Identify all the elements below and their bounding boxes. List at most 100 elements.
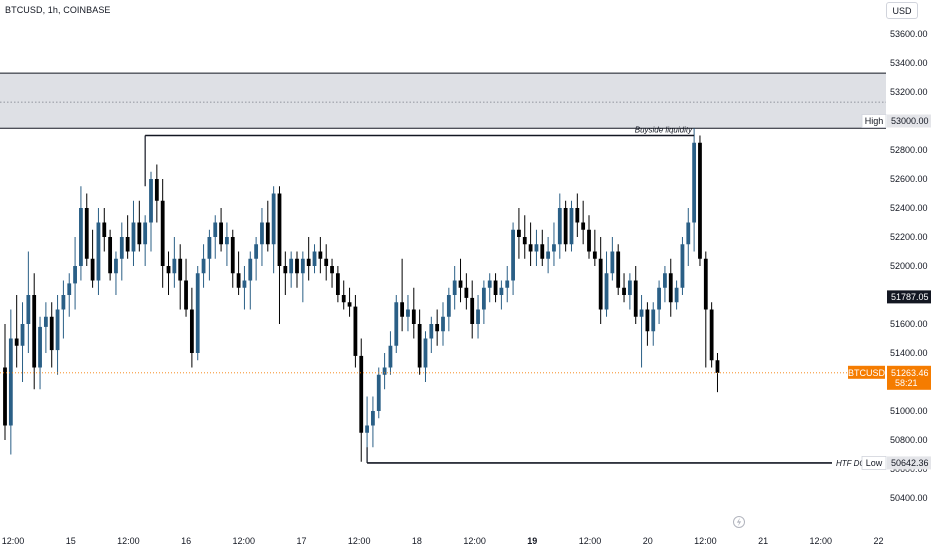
candle-body <box>137 222 142 245</box>
candle-body <box>423 338 428 368</box>
candle-body <box>102 222 107 237</box>
x-tick-label: 12:00 <box>463 536 486 546</box>
candle-body <box>481 287 486 310</box>
candle-body <box>446 295 451 317</box>
candle-body <box>587 229 591 252</box>
candle-body <box>592 251 597 259</box>
candle-body <box>371 411 375 426</box>
candle-body <box>8 338 13 426</box>
candle-body <box>517 229 521 237</box>
candle-body <box>61 295 66 310</box>
y-tick-label: 50400.00 <box>890 493 928 503</box>
candle-body <box>236 273 241 288</box>
candles <box>3 128 720 462</box>
candle-body <box>499 287 504 295</box>
candle-body <box>271 193 276 245</box>
x-tick-label: 17 <box>296 536 306 546</box>
candle-body <box>668 273 673 303</box>
candle-body <box>703 258 708 310</box>
candle-body <box>49 316 54 351</box>
candle-body <box>511 229 515 281</box>
candle-body <box>79 208 83 266</box>
candle-body <box>680 244 685 288</box>
time-axis[interactable]: 12:00 15 12:00 16 12:00 17 12:00 18 12:00 19 12:00… <box>2 536 884 546</box>
candle-body <box>552 244 556 252</box>
candle-body <box>557 208 562 245</box>
candle-body <box>172 258 177 274</box>
candle-body <box>505 280 510 288</box>
candle-body <box>178 258 183 281</box>
htf-label: HTF DOL <box>836 459 870 468</box>
price-axis[interactable]: 50400.0050600.0050800.0051000.0051200.00… <box>890 29 928 503</box>
tradingview-logo-icon[interactable] <box>733 516 745 528</box>
low-tag-label: Low <box>866 458 883 468</box>
candle-body <box>166 266 171 274</box>
candle-body <box>154 179 159 201</box>
candle-body <box>219 222 223 245</box>
x-tick-label: 16 <box>181 536 191 546</box>
current-tag-countdown: 58:21 <box>895 378 918 388</box>
candle-body <box>376 374 381 411</box>
candle-body <box>3 367 7 426</box>
high-price-tag: High 53000.00 <box>861 114 931 128</box>
x-tick-label: 12:00 <box>117 536 140 546</box>
candle-body <box>429 324 434 339</box>
candle-body <box>225 237 229 245</box>
candle-body <box>277 193 282 266</box>
low-tag-value-box <box>887 456 931 470</box>
candle-body <box>143 222 148 245</box>
candle-body <box>406 309 410 317</box>
y-tick-label: 53400.00 <box>890 58 928 68</box>
candle-body <box>627 280 632 295</box>
candle-body <box>610 251 615 274</box>
high-tag-label: High <box>865 116 884 126</box>
candle-body <box>622 287 626 295</box>
candle-body <box>522 237 527 245</box>
x-tick-label: 19 <box>527 536 537 546</box>
candle-body <box>452 280 457 295</box>
candle-body <box>540 244 545 259</box>
candle-body <box>686 222 691 245</box>
low-tag-value: 50642.36 <box>891 458 929 468</box>
candle-body <box>487 280 492 288</box>
candle-body <box>260 222 264 245</box>
candle-body <box>300 258 305 274</box>
candle-body <box>388 345 393 368</box>
candle-body <box>324 258 329 266</box>
candle-body <box>38 326 42 368</box>
candle-body <box>598 258 603 310</box>
candle-body <box>149 179 153 223</box>
currency-button[interactable]: USD <box>886 2 918 19</box>
candle-body <box>189 309 194 353</box>
candle-body <box>493 280 498 295</box>
candle-body <box>283 266 288 274</box>
y-tick-label: 52800.00 <box>890 145 928 155</box>
candle-body <box>312 251 317 266</box>
candle-body <box>184 280 188 310</box>
candle-body <box>359 355 364 433</box>
x-tick-label: 18 <box>412 536 422 546</box>
y-tick-label: 51000.00 <box>890 406 928 416</box>
candle-body <box>470 297 475 324</box>
candle-body <box>207 237 212 259</box>
x-tick-label: 12:00 <box>694 536 717 546</box>
zone-box <box>0 73 886 129</box>
symbol-title: BTCUSD, 1h, COINBASE <box>5 5 111 15</box>
candle-body <box>528 244 533 252</box>
x-tick-label: 12:00 <box>810 536 833 546</box>
levels: Buyside liquidity HTF DOL <box>0 126 870 468</box>
high-tag-label-box <box>861 114 887 128</box>
low-tag-label-box <box>861 456 887 470</box>
candle-body <box>160 200 165 266</box>
candle-body <box>230 237 235 274</box>
candle-body <box>441 316 445 332</box>
candle-body <box>663 273 667 288</box>
candle-body <box>90 258 95 281</box>
candle-body <box>96 222 101 281</box>
candle-body <box>108 237 113 274</box>
y-tick-label: 52600.00 <box>890 174 928 184</box>
candle-body <box>26 295 31 324</box>
current-tag-value: 51263.46 <box>891 368 929 378</box>
candle-body <box>20 324 25 346</box>
